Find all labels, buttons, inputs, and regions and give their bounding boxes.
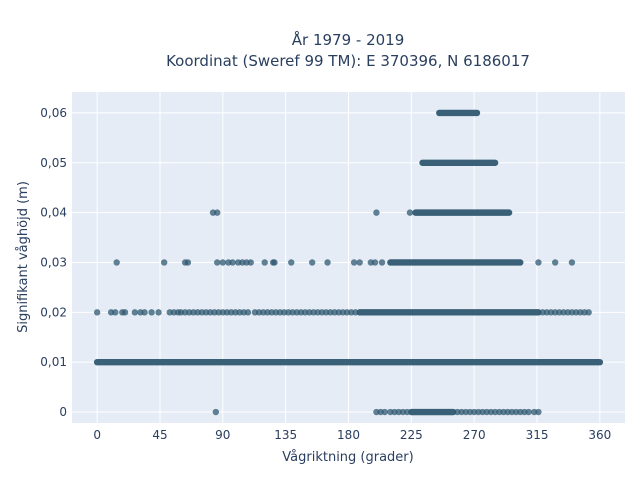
data-point bbox=[350, 259, 358, 266]
x-tick-label: 45 bbox=[152, 428, 167, 442]
data-point bbox=[525, 408, 532, 416]
data-point bbox=[141, 309, 148, 316]
chart-title-line2: Koordinat (Sweref 99 TM): E 370396, N 61… bbox=[166, 52, 530, 70]
data-point bbox=[371, 259, 379, 266]
data-point bbox=[112, 309, 119, 316]
x-axis-ticks: 0 45 90 135 180 225 270 315 360 bbox=[93, 428, 611, 442]
data-band bbox=[419, 159, 499, 166]
data-point bbox=[261, 259, 268, 266]
y-tick-label: 0,01 bbox=[40, 355, 67, 369]
data-point bbox=[568, 259, 576, 266]
y-tick-label: 0 bbox=[59, 405, 67, 419]
data-point bbox=[131, 309, 139, 316]
x-tick-label: 270 bbox=[463, 428, 486, 442]
y-tick-label: 0,06 bbox=[40, 106, 67, 120]
data-band bbox=[412, 209, 513, 216]
data-band bbox=[436, 109, 481, 117]
y-tick-label: 0,04 bbox=[40, 206, 67, 220]
data-point bbox=[585, 309, 592, 316]
data-point bbox=[214, 259, 221, 266]
x-tick-label: 0 bbox=[93, 428, 101, 442]
data-point bbox=[121, 309, 129, 316]
y-axis-title: Signifikant våghöjd (m) bbox=[16, 181, 31, 333]
data-point bbox=[324, 259, 331, 266]
data-point bbox=[535, 408, 542, 416]
x-tick-label: 315 bbox=[526, 428, 549, 442]
y-tick-label: 0,05 bbox=[40, 156, 67, 170]
data-band bbox=[387, 259, 524, 266]
data-point bbox=[308, 259, 316, 266]
x-tick-label: 180 bbox=[337, 428, 360, 442]
data-point bbox=[214, 209, 221, 216]
data-band bbox=[356, 309, 542, 316]
data-band bbox=[408, 408, 457, 416]
data-point bbox=[403, 408, 411, 416]
data-point bbox=[212, 408, 220, 416]
x-tick-label: 225 bbox=[400, 428, 423, 442]
y-axis-ticks: 0 0,01 0,02 0,03 0,04 0,05 0,06 bbox=[40, 106, 67, 419]
data-point bbox=[229, 259, 236, 266]
chart-title-line1: År 1979 - 2019 bbox=[292, 30, 405, 49]
data-point bbox=[247, 259, 254, 266]
data-point bbox=[219, 259, 227, 266]
data-point bbox=[406, 209, 414, 216]
data-point bbox=[551, 259, 559, 266]
data-point bbox=[352, 309, 359, 316]
x-tick-label: 360 bbox=[588, 428, 611, 442]
data-point bbox=[155, 309, 162, 316]
y-tick-label: 0,03 bbox=[40, 255, 67, 269]
data-point bbox=[148, 309, 155, 316]
data-point bbox=[113, 259, 120, 266]
y-tick-label: 0,02 bbox=[40, 305, 67, 319]
data-point bbox=[373, 209, 380, 216]
data-band bbox=[93, 358, 604, 366]
dense-bands bbox=[93, 109, 604, 416]
data-point bbox=[93, 309, 101, 316]
x-tick-label: 90 bbox=[215, 428, 230, 442]
data-points bbox=[93, 209, 592, 416]
data-point bbox=[356, 259, 363, 266]
x-tick-label: 135 bbox=[274, 428, 297, 442]
data-point bbox=[381, 408, 389, 416]
data-point bbox=[244, 309, 252, 316]
data-point bbox=[271, 259, 278, 266]
data-point bbox=[378, 259, 386, 266]
data-point bbox=[288, 259, 295, 266]
data-point bbox=[184, 259, 192, 266]
data-point bbox=[535, 259, 542, 266]
x-axis-title: Vågriktning (grader) bbox=[282, 450, 413, 465]
data-point bbox=[160, 259, 168, 266]
